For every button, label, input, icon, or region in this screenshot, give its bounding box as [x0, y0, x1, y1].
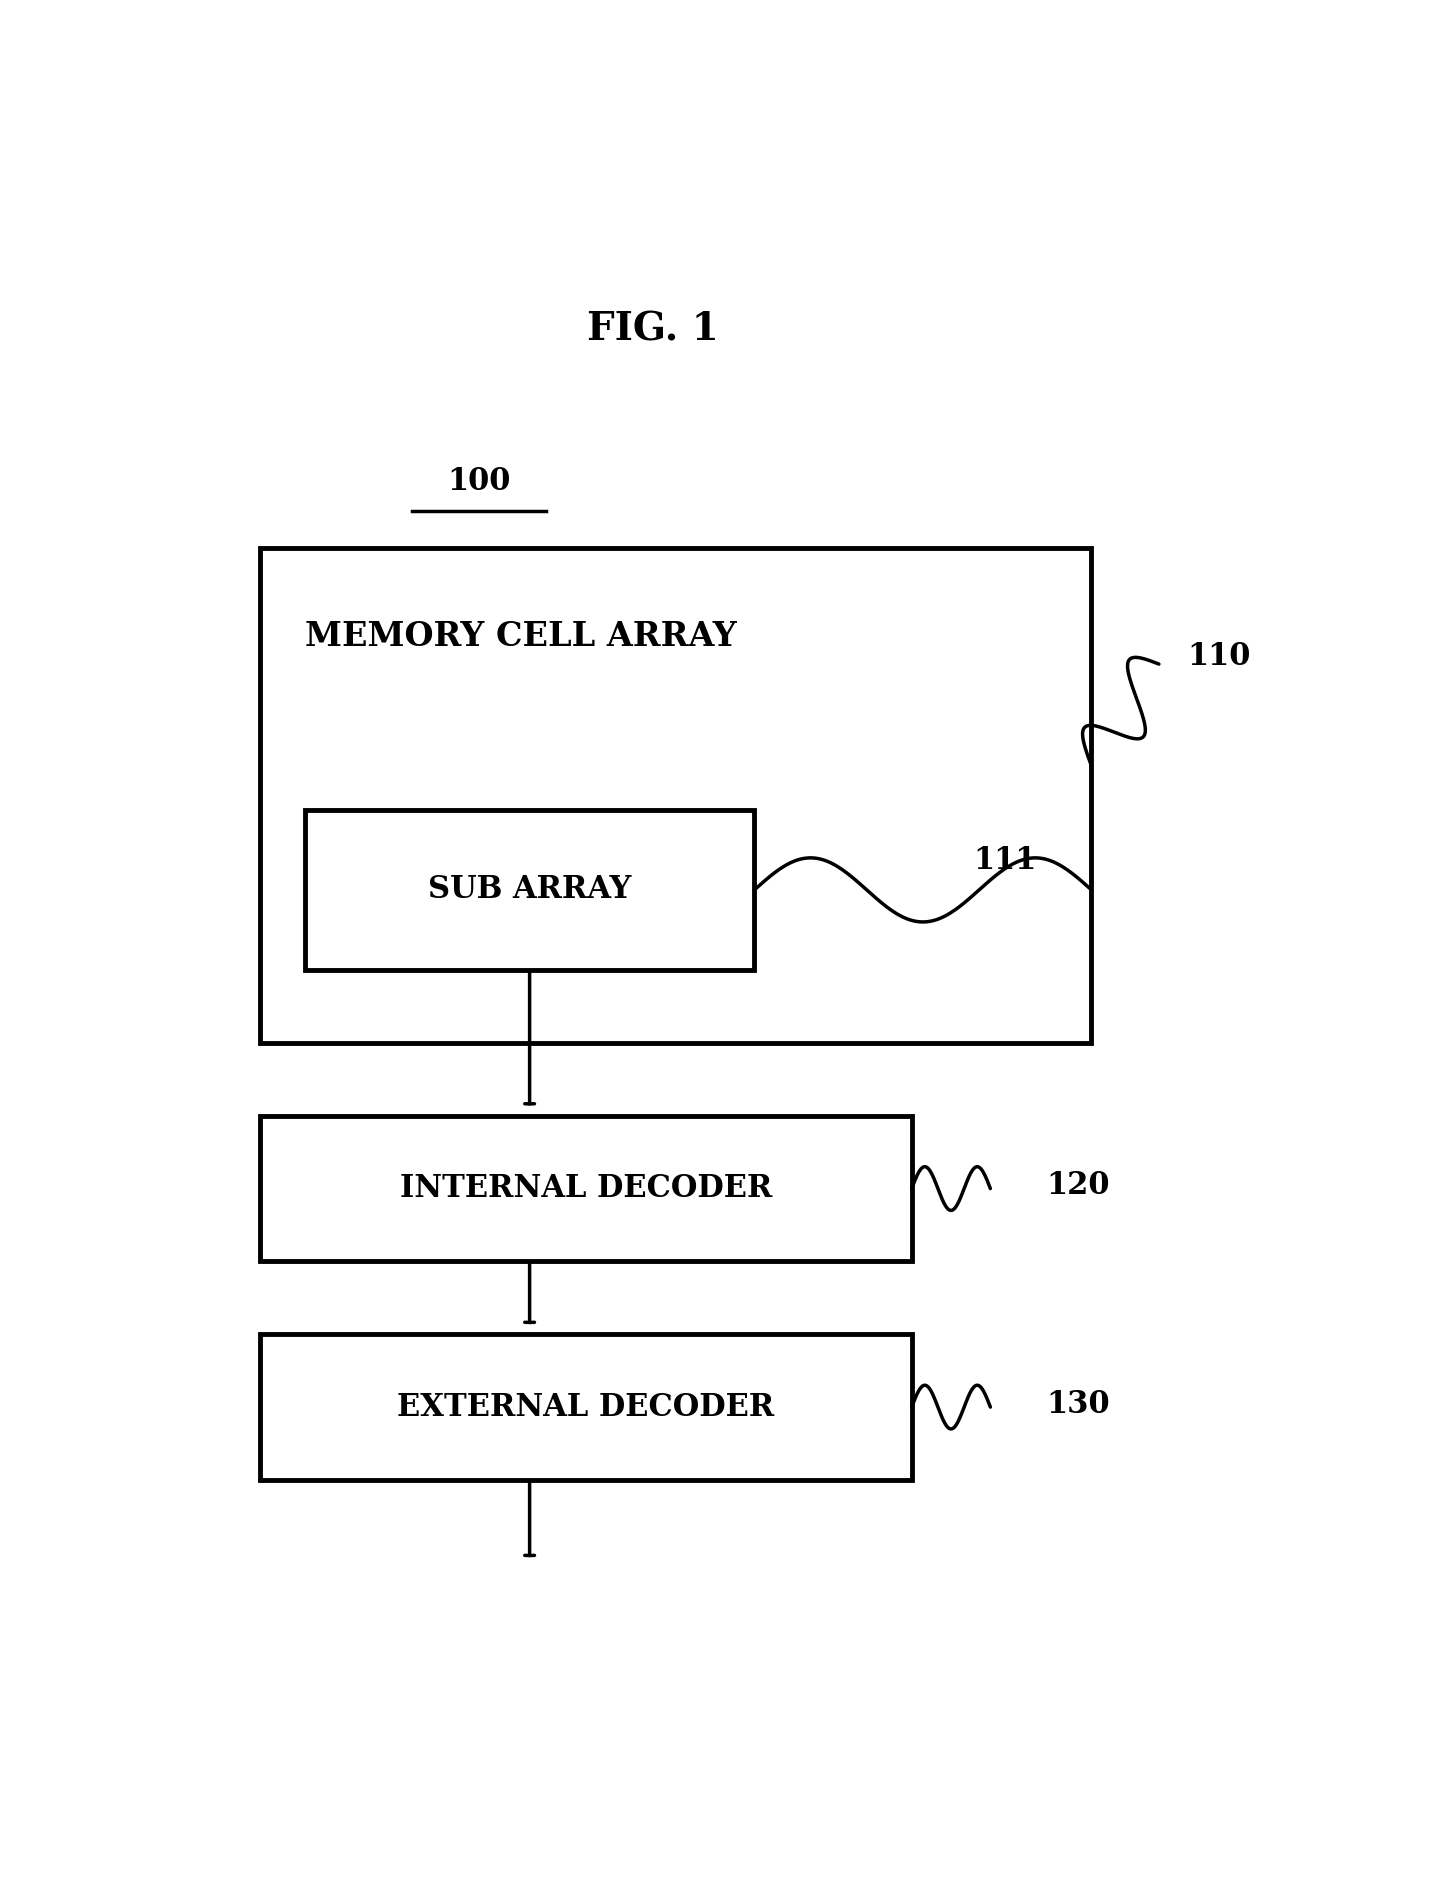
FancyBboxPatch shape [260, 547, 1092, 1042]
FancyBboxPatch shape [260, 1116, 912, 1262]
FancyBboxPatch shape [304, 810, 754, 971]
FancyBboxPatch shape [260, 1334, 912, 1480]
Text: 130: 130 [1047, 1389, 1111, 1419]
Text: 110: 110 [1188, 641, 1250, 672]
Text: INTERNAL DECODER: INTERNAL DECODER [400, 1173, 771, 1203]
Text: 100: 100 [448, 465, 510, 496]
Text: SUB ARRAY: SUB ARRAY [428, 874, 631, 906]
Text: 120: 120 [1047, 1169, 1111, 1201]
Text: EXTERNAL DECODER: EXTERNAL DECODER [397, 1393, 774, 1423]
Text: 111: 111 [973, 846, 1037, 876]
Text: FIG. 1: FIG. 1 [587, 310, 719, 348]
Text: MEMORY CELL ARRAY: MEMORY CELL ARRAY [304, 621, 737, 653]
